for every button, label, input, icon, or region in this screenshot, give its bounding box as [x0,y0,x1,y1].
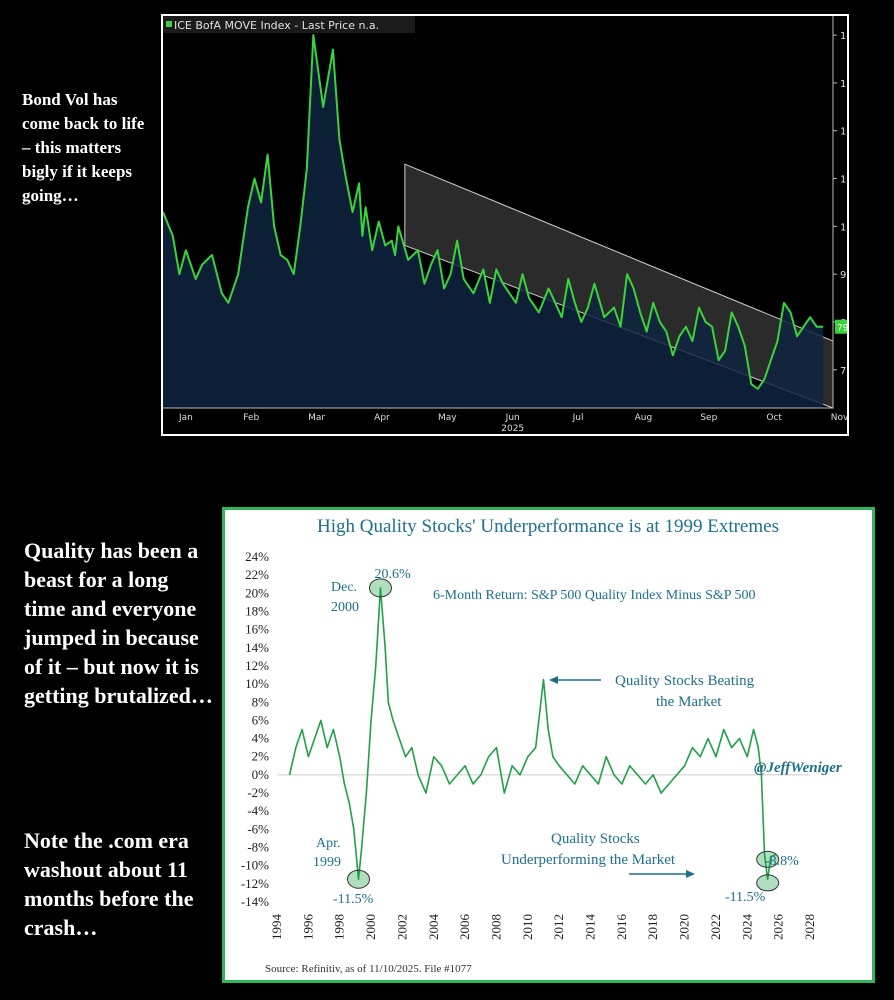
move-title-box [163,16,415,33]
quality-series-line [288,587,776,881]
quality-y-tick-label: -6% [247,821,269,836]
quality-y-tick-label: 12% [245,658,269,673]
move-x-tick-label: Nov [831,413,847,423]
quality-y-tick-label: -4% [247,803,269,818]
quality-x-tick-label: 2028 [802,914,817,940]
move-x-tick-label: Apr [374,413,390,423]
quality-source: Source: Refinitiv, as of 11/10/2025. Fil… [265,963,472,975]
quality-x-tick-label: 1998 [332,914,347,940]
quality-x-tick-label: 2022 [708,914,723,940]
move-index-chart: ICE BofA MOVE Index - Last Price n.a.708… [162,16,863,434]
quality-x-tick-label: 2026 [771,914,786,941]
recent-value-2: -11.5% [725,890,766,905]
quality-x-tick-label: 2012 [551,914,566,940]
quality-y-tick-label: -12% [241,876,269,891]
quality-x-tick-label: 1994 [269,914,284,941]
quality-x-tick-label: 2008 [488,914,503,940]
bond-vol-note: Bond Vol has come back to life – this ma… [22,90,145,205]
quality-x-tick-label: 2006 [457,914,472,941]
quality-x-tick-label: 2000 [363,914,378,940]
quality-x-tick-label: 2010 [520,914,535,940]
move-x-tick-label: Mar [308,413,325,423]
beating-label-line1: Quality Stocks Beating [615,673,755,689]
move-y-tick-label: 130 [840,79,847,90]
move-x-tick-label: Feb [243,413,259,423]
quality-y-tick-label: 18% [245,603,269,618]
quality-chart-panel: High Quality Stocks' Underperformance is… [222,507,875,983]
quality-y-tick-label: 24% [245,549,269,564]
dec-2000-year: 2000 [331,600,359,615]
quality-x-tick-label: 2002 [394,914,409,940]
move-x-tick-label: Jan [178,413,193,423]
quality-y-tick-label: -10% [241,858,269,873]
move-y-tick-label: 90 [840,270,847,281]
quality-subtitle: 6-Month Return: S&P 500 Quality Index Mi… [433,588,756,603]
underperforming-arrowhead [686,870,695,878]
beating-label-line2: the Market [656,694,722,710]
quality-y-tick-label: 2% [252,749,270,764]
move-index-chart-panel: ICE BofA MOVE Index - Last Price n.a.708… [161,14,863,436]
move-x-tick-label: Jul [572,413,584,423]
quality-x-tick-label: 1996 [300,914,315,941]
move-area-fill [163,35,824,409]
peak-2000-marker [368,578,392,598]
move-y-tick-label: 110 [840,175,847,186]
move-y-tick-label: 140 [840,31,847,42]
move-x-tick-label: Jun [505,413,520,423]
quality-chart-title: High Quality Stocks' Underperformance is… [317,516,779,537]
quality-y-tick-label: 16% [245,622,269,637]
quality-y-tick-label: 8% [252,694,270,709]
quality-y-tick-label: -8% [247,840,269,855]
dec-2000-label: Dec. [331,580,357,595]
apr-1999-year: 1999 [313,855,341,870]
quality-y-tick-label: 14% [245,640,269,655]
quality-y-tick-label: 20% [245,585,269,600]
author-handle: @JeffWeniger [754,760,842,776]
quality-y-tick-label: 6% [252,712,270,727]
dotcom-note: Note the .com era washout about 11 month… [24,828,194,940]
recent-value-1: -8.8% [765,854,799,869]
quality-y-tick-label: 10% [245,676,269,691]
move-legend-swatch [166,21,172,27]
quality-y-tick-label: 22% [245,567,269,582]
move-x-year-label: 2025 [501,424,524,434]
underperforming-label-line1: Quality Stocks [551,831,640,847]
move-y-tick-label: 100 [840,222,847,233]
beating-arrowhead [549,676,558,684]
underperforming-label-line2: Underperforming the Market [501,852,676,868]
quality-x-tick-label: 2020 [677,914,692,940]
quality-x-tick-label: 2016 [614,914,629,941]
quality-y-tick-label: -14% [241,894,269,909]
move-x-tick-label: Sep [700,413,717,423]
move-x-tick-label: Aug [635,413,653,423]
quality-x-tick-label: 2024 [739,914,754,941]
quality-x-tick-label: 2014 [583,914,598,941]
trough-1999-marker [347,869,371,889]
quality-y-tick-label: -2% [247,785,269,800]
recent-marker-2 [756,874,780,892]
trough-1999-value: -11.5% [333,892,374,907]
move-x-tick-label: Oct [766,413,782,423]
move-series-line [162,34,824,390]
apr-1999-label: Apr. [316,836,341,851]
quality-x-tick-label: 2004 [426,914,441,941]
quality-chart: High Quality Stocks' Underperformance is… [241,516,842,975]
move-chart-title: ICE BofA MOVE Index - Last Price n.a. [174,19,379,32]
quality-note: Quality has been a beast for a long time… [24,538,213,708]
move-x-tick-label: May [438,413,457,423]
move-y-tick-label: 70 [840,366,847,377]
quality-x-tick-label: 2018 [645,914,660,940]
quality-y-tick-label: 0% [252,767,270,782]
move-y-tick-label: 120 [840,127,847,138]
recent-marker-1 [756,850,780,868]
quality-y-tick-label: 4% [252,731,270,746]
peak-2000-value: 20.6% [374,567,411,582]
move-last-value-label: 79.10 [837,324,847,334]
